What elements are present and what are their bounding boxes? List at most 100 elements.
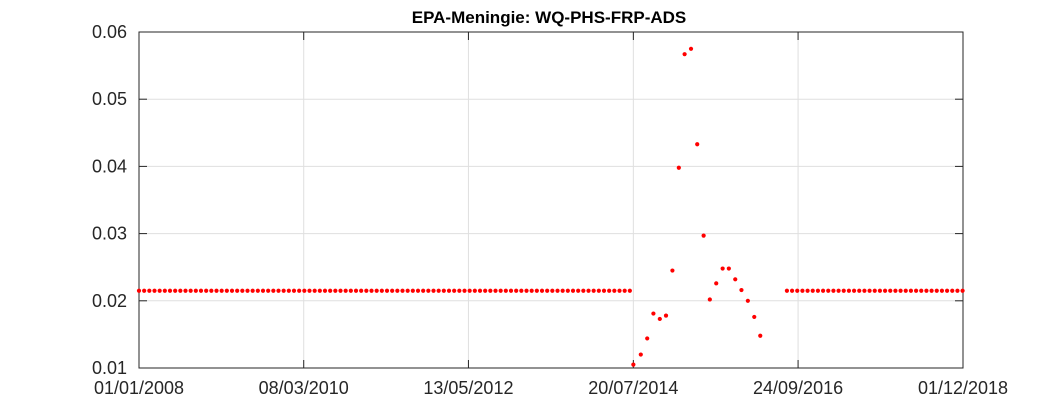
data-point — [944, 288, 950, 293]
data-point — [670, 268, 675, 273]
data-point — [836, 288, 841, 293]
data-point — [410, 288, 415, 293]
data-point — [795, 288, 800, 293]
x-tick-label: 20/07/2014 — [588, 378, 678, 398]
data-point — [235, 288, 240, 293]
data-point — [183, 288, 188, 293]
data-point — [586, 288, 591, 293]
y-tick-label: 0.02 — [92, 291, 127, 311]
data-point — [560, 288, 565, 293]
data-point — [877, 288, 883, 293]
data-point — [955, 288, 960, 293]
data-point — [745, 298, 750, 303]
data-point — [846, 288, 852, 293]
x-tick-label: 24/09/2016 — [753, 378, 843, 398]
data-point — [898, 288, 903, 293]
y-tick-label: 0.01 — [92, 358, 127, 378]
data-point — [714, 281, 719, 286]
data-point — [467, 288, 472, 293]
data-point — [701, 233, 706, 238]
data-point — [733, 277, 738, 282]
data-point — [291, 288, 297, 293]
data-point — [400, 288, 405, 293]
data-point — [882, 288, 888, 293]
data-point — [214, 288, 219, 293]
data-point — [810, 288, 815, 293]
data-point — [317, 288, 322, 293]
data-point — [682, 52, 687, 57]
data-point — [519, 288, 524, 293]
data-point — [302, 288, 307, 293]
data-point — [676, 165, 681, 170]
data-point — [939, 288, 945, 293]
data-point — [348, 288, 353, 293]
data-point — [359, 288, 364, 293]
data-point — [645, 336, 650, 341]
data-point — [529, 288, 534, 293]
data-point — [436, 288, 441, 293]
data-point — [591, 288, 596, 293]
data-point — [271, 288, 276, 293]
data-point — [695, 142, 700, 147]
data-point — [369, 288, 374, 293]
data-point — [657, 316, 662, 322]
data-point — [663, 313, 669, 318]
data-point — [157, 288, 162, 293]
data-point — [752, 314, 757, 320]
data-point — [581, 288, 586, 293]
data-point — [312, 288, 317, 293]
data-point — [631, 362, 636, 367]
data-point — [826, 288, 831, 293]
data-point — [297, 288, 302, 293]
data-point — [872, 288, 877, 293]
data-point — [617, 288, 622, 293]
data-point — [224, 288, 229, 293]
data-point — [426, 288, 431, 293]
data-point — [508, 288, 514, 293]
data-point — [815, 288, 821, 293]
data-point — [720, 266, 725, 271]
data-point — [534, 288, 539, 293]
data-point — [758, 333, 763, 338]
data-point — [328, 288, 333, 293]
data-point — [503, 288, 508, 293]
x-tick-label: 08/03/2010 — [259, 378, 349, 398]
y-tick-label: 0.03 — [92, 224, 127, 244]
data-point — [219, 288, 224, 293]
data-point — [924, 288, 929, 293]
data-point — [565, 288, 570, 293]
data-point — [622, 288, 627, 293]
data-point — [415, 288, 421, 293]
data-point — [919, 288, 924, 293]
x-tick-label: 01/01/2008 — [94, 378, 184, 398]
data-point — [333, 288, 338, 293]
data-point — [707, 297, 712, 302]
data-point — [851, 288, 857, 293]
data-point — [276, 288, 281, 293]
data-point — [805, 288, 810, 293]
data-point — [421, 288, 426, 293]
data-point — [142, 288, 147, 293]
data-point — [514, 288, 519, 293]
data-point — [405, 288, 410, 293]
data-point — [245, 288, 250, 293]
x-tick-labels: 01/01/2008 08/03/2010 13/05/2012 20/07/2014… — [94, 378, 1008, 398]
data-point — [498, 288, 503, 293]
data-point — [739, 287, 744, 293]
data-point — [800, 288, 805, 293]
data-point — [539, 288, 545, 293]
data-point — [638, 352, 643, 357]
data-point — [364, 288, 369, 293]
data-point — [841, 288, 846, 293]
data-point — [913, 288, 919, 293]
data-point — [888, 288, 893, 293]
y-tick-label: 0.04 — [92, 156, 127, 176]
data-point — [457, 288, 462, 293]
data-point — [789, 288, 795, 293]
data-point — [950, 288, 955, 293]
data-point — [173, 288, 178, 293]
y-tick-label: 0.06 — [92, 22, 127, 42]
y-tick-label: 0.05 — [92, 89, 127, 109]
data-point — [472, 288, 477, 293]
